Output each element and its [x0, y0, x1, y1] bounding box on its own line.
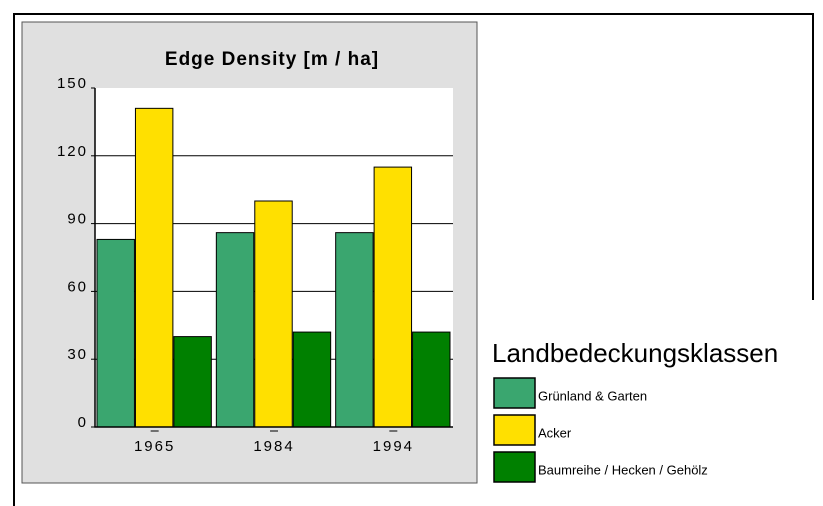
- legend-label: Acker: [538, 425, 572, 440]
- legend-label: Baumreihe / Hecken / Gehölz: [538, 462, 708, 477]
- bar: [373, 166, 413, 428]
- frame: [13, 13, 814, 506]
- legend-swatch: [493, 451, 536, 483]
- bar: [173, 336, 212, 428]
- y-tick-label: 60: [67, 278, 88, 295]
- x-tick-label: 1965: [134, 438, 175, 455]
- bar: [254, 200, 293, 428]
- bar: [335, 232, 374, 428]
- axes: [94, 88, 453, 428]
- legend-swatch: [493, 377, 536, 409]
- bar: [215, 232, 255, 428]
- y-tick-label: 0: [78, 414, 88, 431]
- chart-title: Edge Density [m / ha]: [165, 49, 379, 70]
- x-tick-label: 1994: [373, 438, 414, 455]
- y-tick-label: 120: [57, 143, 88, 160]
- bar: [134, 107, 174, 428]
- bar: [292, 331, 332, 428]
- legend-label: Grünland & Garten: [538, 388, 647, 403]
- y-tick-label: 90: [67, 211, 88, 228]
- legend-swatch: [493, 414, 536, 446]
- legend-title: Landbedeckungsklassen: [492, 338, 778, 368]
- bar: [412, 331, 451, 428]
- bar: [96, 238, 135, 428]
- x-tick-label: 1984: [253, 438, 294, 455]
- y-tick-label: 150: [57, 75, 88, 92]
- y-tick-label: 30: [67, 346, 88, 363]
